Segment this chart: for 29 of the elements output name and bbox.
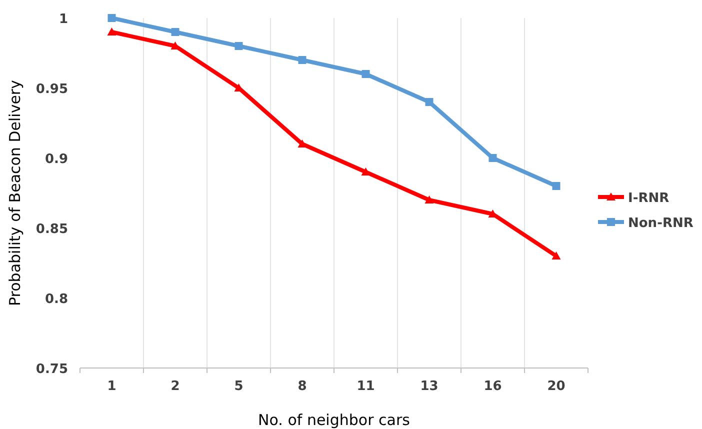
point	[425, 98, 434, 106]
x-tick-label: 20	[547, 379, 566, 394]
point	[298, 56, 306, 64]
x-tick-label: 2	[170, 379, 180, 394]
x-tick-label: 8	[298, 379, 307, 394]
y-tick-label: 0.75	[36, 362, 68, 377]
point	[107, 28, 116, 36]
x-tick-label: 13	[420, 379, 438, 394]
point	[171, 28, 180, 36]
y-tick-label: 0.85	[36, 222, 68, 237]
point	[552, 182, 560, 190]
point	[108, 14, 116, 22]
legend-label: Non-RNR	[628, 216, 694, 231]
y-tick-label: 0.9	[44, 152, 68, 167]
x-tick-label: 11	[356, 379, 375, 394]
x-tick-label: 5	[234, 379, 244, 394]
legend-label: I-RNR	[628, 191, 670, 206]
x-axis-title: No. of neighbor cars	[258, 411, 410, 429]
point	[424, 196, 434, 204]
x-tick-label: 16	[484, 379, 502, 394]
point	[552, 252, 561, 260]
x-tick-label: 1	[107, 379, 116, 394]
point	[362, 70, 370, 78]
y-tick-label: 0.95	[36, 82, 68, 97]
y-tick-label: 1	[58, 12, 68, 27]
point	[488, 154, 497, 162]
y-axis-title: Probability of Beacon Delivery	[6, 80, 24, 306]
y-tick-label: 0.8	[44, 292, 68, 307]
point	[234, 42, 243, 50]
